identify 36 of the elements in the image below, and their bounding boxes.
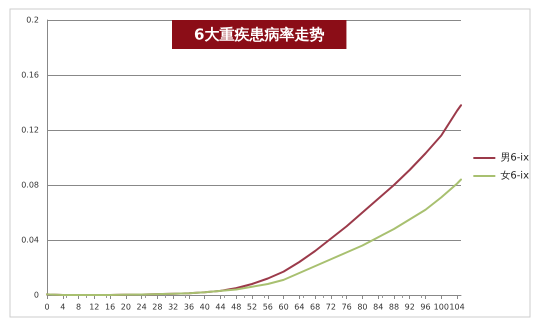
x-tick-label: 92	[404, 302, 415, 312]
x-tick-label: 8	[76, 302, 82, 312]
y-tick-label: 0.12	[21, 126, 39, 134]
y-tick-label: 0	[34, 290, 39, 300]
x-tick-label: 40	[200, 302, 210, 312]
x-tick-label: 24	[136, 302, 147, 312]
x-tick-label: 28	[152, 302, 162, 312]
x-tick-label: 16	[104, 302, 116, 312]
y-tick-label: 0.04	[21, 236, 39, 244]
x-tick-label: 104	[449, 302, 465, 312]
x-tick-label: 84	[373, 302, 384, 312]
x-tick-label: 48	[231, 302, 242, 312]
chart-title: 6大重疾患病率走势	[194, 26, 324, 44]
x-tick-label: 88	[388, 302, 400, 312]
x-tick-label: 72	[326, 302, 336, 312]
x-tick-label: 76	[342, 302, 352, 312]
x-tick-label: 20	[120, 302, 131, 312]
x-tick-label: 52	[246, 302, 258, 312]
x-tick-label: 32	[168, 302, 178, 312]
x-tick-label: 96	[420, 302, 431, 312]
x-tick-label: 12	[89, 302, 100, 312]
x-tick-label: 100	[434, 302, 449, 312]
legend-label: 男6-ix	[500, 152, 530, 164]
x-tick-label: 44	[215, 302, 226, 312]
y-tick-label: 0.16	[21, 70, 39, 80]
y-tick-label: 0.08	[21, 180, 39, 190]
x-tick-label: 80	[357, 302, 368, 312]
x-tick-label: 36	[184, 302, 194, 312]
x-tick-label: 4	[60, 302, 66, 312]
x-tick-label: 68	[310, 302, 320, 312]
x-tick-label: 56	[262, 302, 273, 312]
y-tick-label: 0.2	[26, 16, 39, 24]
x-tick-label: 0	[44, 302, 50, 312]
legend-label: 女6-ix	[500, 170, 530, 182]
x-tick-label: 64	[294, 302, 304, 312]
x-tick-label: 60	[278, 302, 289, 312]
